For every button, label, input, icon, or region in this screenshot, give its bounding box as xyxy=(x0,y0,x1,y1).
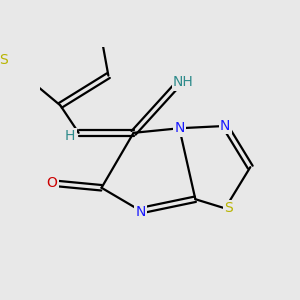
Text: S: S xyxy=(224,201,233,215)
Text: H: H xyxy=(65,129,75,143)
Text: N: N xyxy=(174,121,184,135)
Text: N: N xyxy=(135,206,146,219)
Text: N: N xyxy=(220,119,230,133)
Text: NH: NH xyxy=(173,76,194,89)
Text: S: S xyxy=(0,52,8,67)
Text: O: O xyxy=(46,176,57,190)
